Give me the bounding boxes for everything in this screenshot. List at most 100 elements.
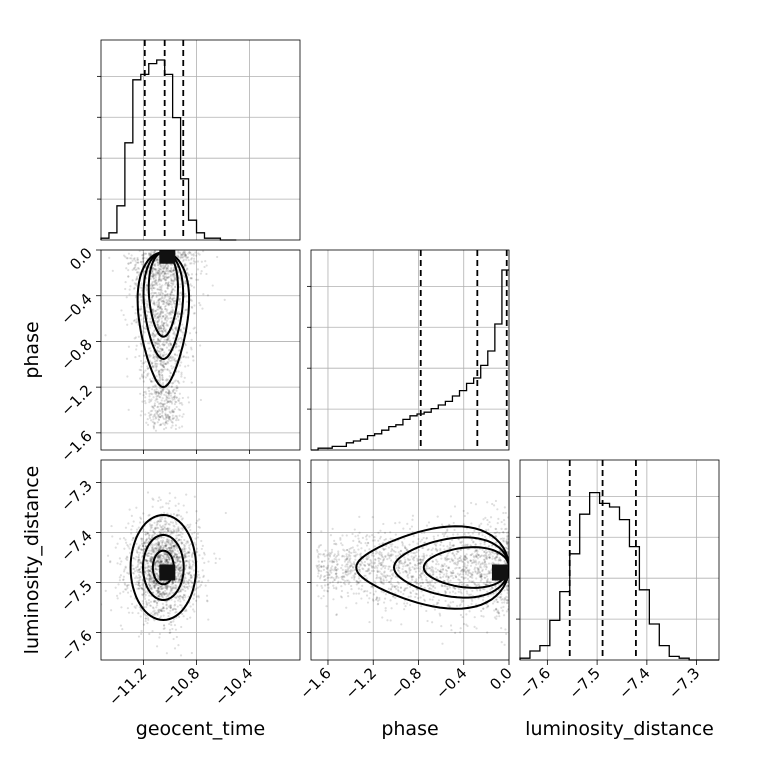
- scatter-point: [167, 529, 170, 532]
- scatter-point: [145, 300, 149, 303]
- scatter-point: [475, 555, 478, 558]
- scatter-point: [108, 256, 111, 259]
- scatter-point: [479, 542, 482, 545]
- scatter-point: [139, 313, 142, 317]
- scatter-point: [159, 338, 162, 341]
- scatter-point: [158, 286, 161, 289]
- scatter-point: [156, 555, 160, 558]
- scatter-point: [158, 386, 162, 389]
- scatter-point: [188, 571, 191, 574]
- scatter-point: [151, 271, 154, 274]
- scatter-point: [155, 317, 158, 320]
- scatter-point: [176, 254, 180, 257]
- scatter-point: [162, 325, 166, 328]
- scatter-point: [135, 261, 138, 264]
- scatter-point: [317, 555, 320, 558]
- scatter-point: [169, 399, 172, 402]
- scatter-point: [366, 601, 370, 604]
- scatter-point: [169, 275, 172, 278]
- scatter-point: [176, 559, 179, 562]
- scatter-point: [185, 564, 188, 567]
- scatter-point: [389, 531, 392, 534]
- scatter-point: [155, 368, 158, 371]
- scatter-point: [190, 651, 193, 655]
- scatter-point: [425, 554, 428, 557]
- scatter-point: [153, 273, 156, 276]
- scatter-point: [159, 293, 162, 296]
- scatter-point: [175, 343, 178, 346]
- scatter-point: [161, 587, 164, 591]
- scatter-point: [162, 591, 165, 594]
- scatter-point: [158, 330, 161, 333]
- scatter-point: [130, 532, 133, 535]
- scatter-point: [156, 337, 160, 340]
- scatter-point: [486, 605, 490, 608]
- scatter-point: [127, 252, 131, 255]
- scatter-point: [156, 575, 159, 578]
- scatter-point: [389, 599, 392, 602]
- scatter-point: [164, 329, 167, 332]
- scatter-point: [152, 415, 155, 418]
- scatter-point: [175, 405, 178, 409]
- scatter-point: [131, 571, 135, 575]
- scatter-point: [152, 294, 155, 297]
- scatter-point: [147, 573, 150, 576]
- scatter-point: [131, 268, 134, 272]
- scatter-point: [159, 363, 162, 366]
- scatter-point: [166, 276, 170, 279]
- scatter-point: [403, 562, 406, 565]
- scatter-point: [140, 586, 144, 589]
- scatter-point: [148, 554, 151, 558]
- scatter-point: [164, 520, 167, 523]
- scatter-point: [160, 321, 164, 324]
- scatter-point: [157, 315, 160, 318]
- scatter-point: [489, 525, 492, 528]
- scatter-point: [198, 579, 201, 583]
- scatter-point: [161, 609, 164, 612]
- scatter-point: [135, 555, 138, 558]
- scatter-point: [174, 577, 178, 580]
- scatter-point: [435, 603, 438, 606]
- scatter-point: [164, 545, 167, 548]
- scatter-point: [433, 608, 437, 611]
- scatter-point: [147, 552, 150, 555]
- scatter-point: [179, 560, 182, 563]
- scatter-point: [353, 573, 356, 576]
- scatter-point: [160, 609, 163, 613]
- scatter-point: [167, 336, 170, 340]
- scatter-point: [159, 415, 162, 419]
- scatter-point: [162, 403, 165, 406]
- scatter-point: [361, 536, 364, 539]
- scatter-point: [389, 569, 393, 572]
- scatter-point: [165, 552, 168, 555]
- scatter-point: [174, 285, 177, 288]
- scatter-point: [148, 569, 152, 572]
- scatter-point: [388, 554, 391, 557]
- scatter-point: [147, 387, 150, 390]
- scatter-point: [421, 561, 424, 564]
- scatter-point: [141, 579, 145, 582]
- scatter-point: [147, 572, 151, 575]
- scatter-point: [161, 270, 165, 273]
- scatter-point: [199, 398, 203, 402]
- scatter-point: [430, 568, 433, 571]
- scatter-point: [471, 599, 474, 602]
- scatter-point: [150, 586, 153, 589]
- scatter-point: [177, 568, 180, 572]
- scatter-point: [156, 283, 159, 287]
- scatter-point: [147, 536, 150, 539]
- scatter-point: [155, 397, 158, 401]
- scatter-point: [181, 597, 185, 600]
- scatter-point: [479, 588, 482, 592]
- scatter-point: [486, 631, 489, 634]
- scatter-point: [413, 580, 416, 583]
- scatter-point: [397, 565, 400, 568]
- scatter-point: [355, 592, 358, 595]
- scatter-point: [496, 508, 499, 511]
- scatter-point: [165, 407, 168, 410]
- scatter-point: [156, 400, 159, 404]
- scatter-point: [472, 558, 475, 562]
- scatter-point: [471, 574, 474, 577]
- scatter-point: [351, 569, 354, 572]
